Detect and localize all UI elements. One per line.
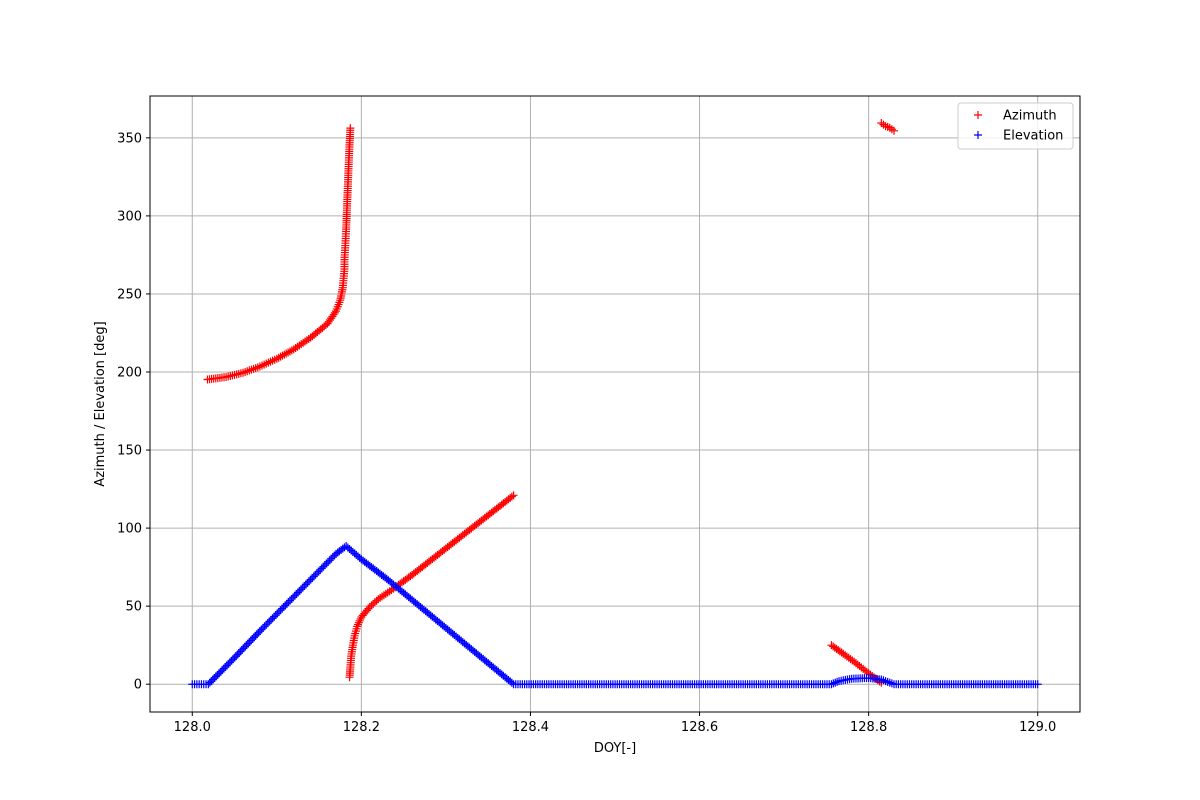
data-point xyxy=(507,492,516,501)
y-tick-label: 50 xyxy=(125,600,142,615)
legend-marker-azimuth xyxy=(974,111,982,119)
y-tick-label: 0 xyxy=(134,678,142,693)
series-azimuth xyxy=(203,119,898,687)
data-point xyxy=(829,679,838,688)
legend-label-elevation: Elevation xyxy=(1003,129,1063,144)
data-point xyxy=(509,491,518,500)
data-point xyxy=(827,680,836,689)
series-elevation xyxy=(188,542,1042,689)
axis-ticks: 128.0 128.2 128.4 128.6 128.8 129.0 0 50 100 150 2… xyxy=(117,131,1056,735)
y-axis-label: Azimuth / Elevation [deg] xyxy=(93,321,108,486)
legend-marker-elevation xyxy=(974,131,982,139)
data-point xyxy=(1033,680,1042,689)
y-tick-label: 150 xyxy=(117,444,142,459)
x-tick-label: 129.0 xyxy=(1019,720,1056,735)
data-point xyxy=(355,616,364,625)
data-point xyxy=(890,126,898,135)
legend-label-azimuth: Azimuth xyxy=(1003,109,1057,124)
legend-box xyxy=(957,102,1074,150)
data-point xyxy=(833,677,842,686)
plot-data xyxy=(188,119,1042,689)
data-point xyxy=(507,678,516,687)
legend: Azimuth Elevation xyxy=(957,102,1074,150)
y-tick-label: 100 xyxy=(117,522,142,537)
y-tick-label: 250 xyxy=(117,287,142,302)
x-tick-label: 128.2 xyxy=(343,720,380,735)
data-point xyxy=(330,308,339,317)
grid xyxy=(150,96,1080,712)
x-tick-label: 128.6 xyxy=(681,720,718,735)
y-tick-label: 200 xyxy=(117,365,142,380)
x-tick-label: 128.4 xyxy=(512,720,549,735)
data-point xyxy=(353,620,362,629)
x-tick-label: 128.0 xyxy=(174,720,211,735)
data-point xyxy=(354,618,363,627)
data-point xyxy=(353,622,362,631)
plot-frame xyxy=(149,95,1081,713)
data-point xyxy=(346,124,355,133)
y-tick-label: 300 xyxy=(117,209,142,224)
data-point xyxy=(831,678,840,687)
y-tick-label: 350 xyxy=(117,131,142,146)
x-tick-label: 128.8 xyxy=(850,720,887,735)
x-axis-label: DOY[-] xyxy=(594,741,636,756)
